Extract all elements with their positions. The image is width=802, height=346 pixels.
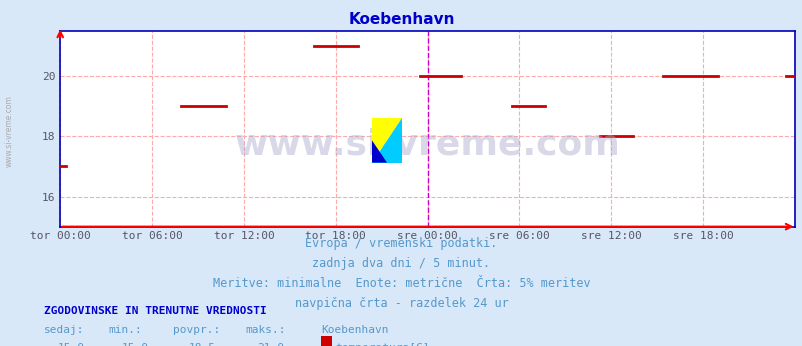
Polygon shape (371, 118, 402, 163)
Text: Evropa / vremenski podatki.: Evropa / vremenski podatki. (305, 237, 497, 250)
Text: sedaj:: sedaj: (44, 325, 84, 335)
Text: 15,0: 15,0 (58, 343, 85, 346)
Text: temperatura[C]: temperatura[C] (335, 343, 430, 346)
Text: Meritve: minimalne  Enote: metrične  Črta: 5% meritev: Meritve: minimalne Enote: metrične Črta:… (213, 277, 589, 290)
Text: 15,0: 15,0 (122, 343, 149, 346)
Text: povpr.:: povpr.: (172, 325, 220, 335)
Text: ZGODOVINSKE IN TRENUTNE VREDNOSTI: ZGODOVINSKE IN TRENUTNE VREDNOSTI (44, 306, 266, 316)
Text: maks.:: maks.: (245, 325, 285, 335)
Text: min.:: min.: (108, 325, 142, 335)
Text: 18,5: 18,5 (188, 343, 216, 346)
Text: navpična črta - razdelek 24 ur: navpična črta - razdelek 24 ur (294, 297, 508, 310)
Text: Koebenhavn: Koebenhavn (321, 325, 388, 335)
Text: Koebenhavn: Koebenhavn (348, 12, 454, 27)
Polygon shape (371, 140, 387, 163)
Text: www.si-vreme.com: www.si-vreme.com (5, 95, 14, 167)
Text: 21,0: 21,0 (257, 343, 284, 346)
Text: zadnja dva dni / 5 minut.: zadnja dva dni / 5 minut. (312, 257, 490, 270)
Text: www.si-vreme.com: www.si-vreme.com (234, 128, 620, 162)
Polygon shape (371, 118, 402, 163)
